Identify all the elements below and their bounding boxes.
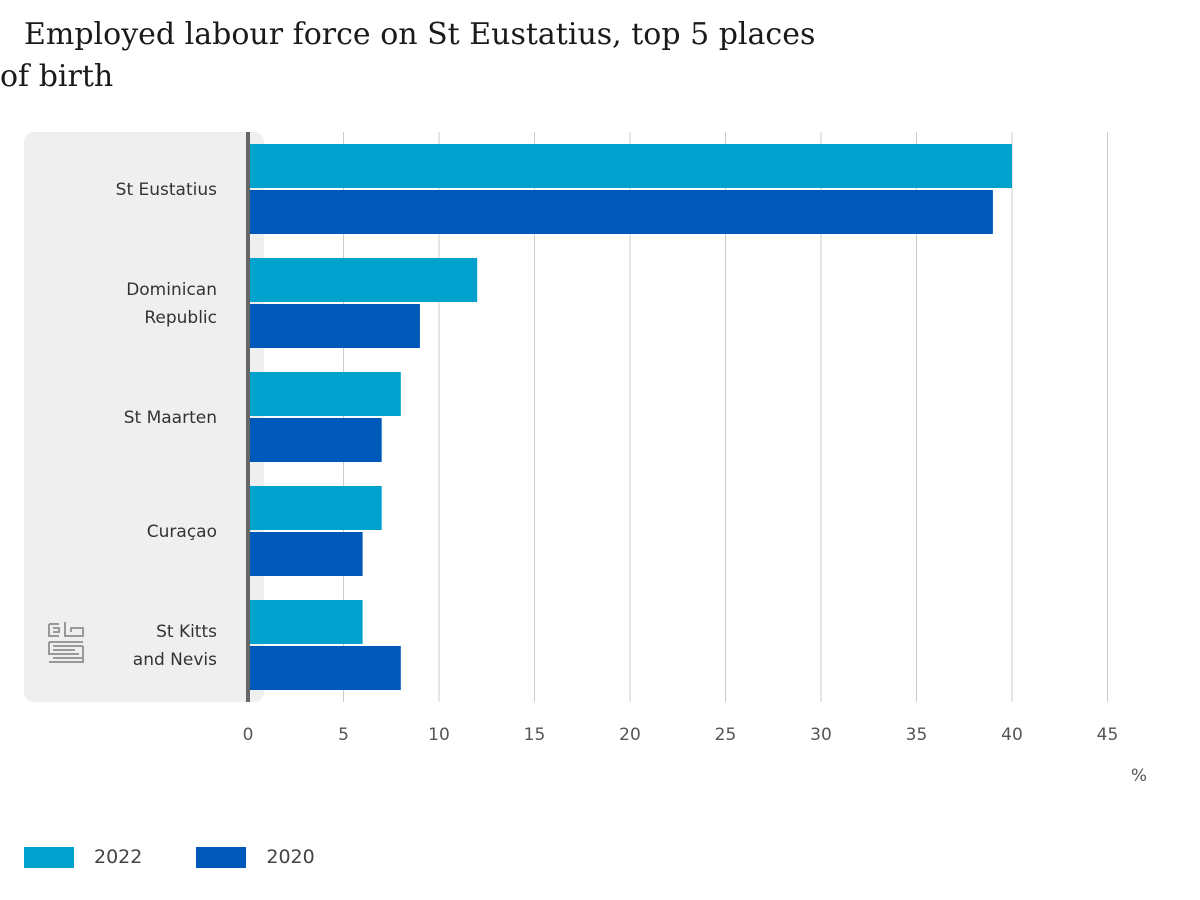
x-tick-label-30: 30	[810, 725, 832, 745]
legend-swatch-2022	[24, 846, 74, 868]
legend-item-2022: 2022	[24, 846, 142, 868]
bar-2022-0	[248, 144, 1012, 188]
bar-2022-3	[248, 486, 382, 530]
bar-2020-3	[248, 532, 363, 576]
x-tick-label-20: 20	[619, 725, 641, 745]
x-axis-unit: %	[1131, 766, 1147, 786]
x-tick-label-35: 35	[906, 725, 928, 745]
x-tick-label-45: 45	[1097, 725, 1119, 745]
category-label-4-line-0: St Kitts	[156, 622, 217, 642]
x-tick-label-5: 5	[338, 725, 349, 745]
legend: 2022 2020	[24, 846, 369, 868]
chart-title: Employed labour force on St Eustatius, t…	[0, 17, 816, 94]
bar-2022-4	[248, 600, 363, 644]
category-label-2-line-0: St Maarten	[124, 408, 217, 428]
legend-label-2020: 2020	[266, 846, 315, 868]
cbs-logo-icon	[48, 622, 84, 663]
category-labels: St Eustatius Dominican Republic St Maarten C…	[116, 180, 217, 670]
category-label-1-line-0: Dominican	[126, 280, 217, 300]
bar-2020-2	[248, 418, 382, 462]
bars	[248, 144, 1012, 690]
category-panel	[24, 132, 264, 702]
legend-swatch-2020	[196, 846, 247, 868]
x-tick-label-10: 10	[428, 725, 450, 745]
bar-2022-2	[248, 372, 401, 416]
category-label-1-line-1: Republic	[144, 308, 217, 328]
category-label-4-line-1: and Nevis	[133, 650, 217, 670]
x-tick-label-0: 0	[243, 725, 254, 745]
legend-item-2020: 2020	[196, 846, 315, 868]
legend-label-2022: 2022	[94, 846, 143, 868]
bar-2020-1	[248, 304, 420, 348]
category-label-3-line-0: Curaçao	[147, 522, 217, 542]
x-tick-label-25: 25	[715, 725, 737, 745]
bar-2020-4	[248, 646, 401, 690]
bar-2022-1	[248, 258, 478, 302]
category-label-0-line-0: St Eustatius	[116, 180, 217, 200]
x-tick-label-15: 15	[524, 725, 546, 745]
bar-2020-0	[248, 190, 993, 234]
x-tick-label-40: 40	[1001, 725, 1023, 745]
x-axis-ticks: 0 5 10 15 20 25 30 35 40 45	[243, 725, 1119, 745]
